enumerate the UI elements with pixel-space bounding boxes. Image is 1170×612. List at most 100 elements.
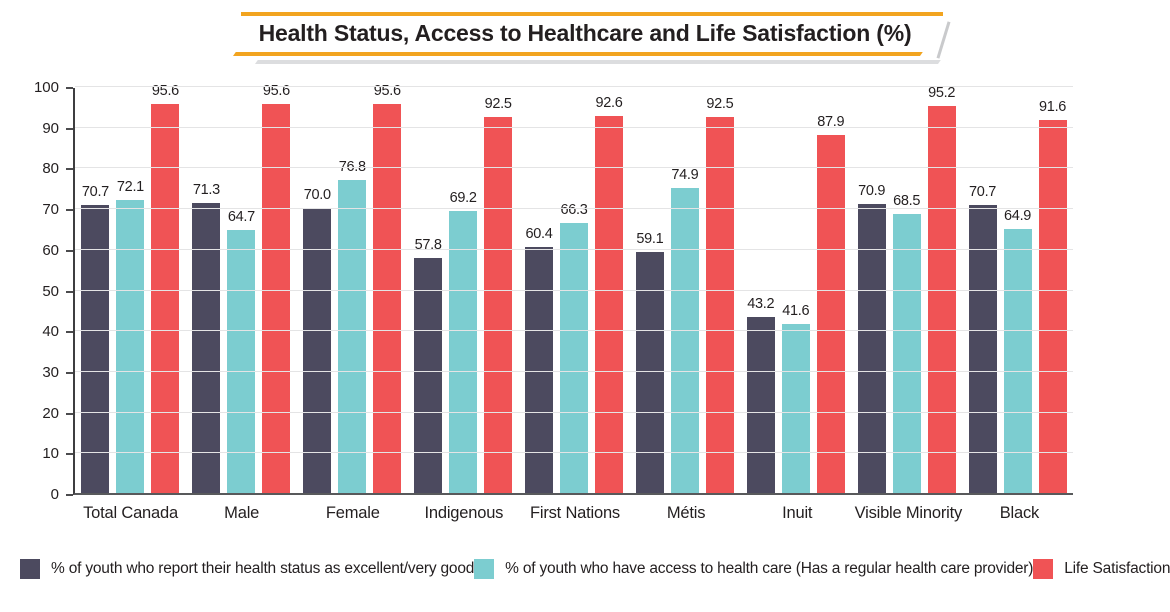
bar: 72.1 [116, 179, 145, 493]
bar-value-label: 69.2 [449, 190, 477, 207]
chart-title-banner: Health Status, Access to Healthcare and … [0, 12, 1170, 64]
bar: 95.6 [151, 83, 180, 493]
bar: 68.5 [892, 193, 921, 493]
bar-groups: 70.7 72.1 95.6 71.3 64.7 95.6 70.0 76.8 95.6 57.8… [75, 83, 1073, 493]
chart-legend: % of youth who report their health statu… [20, 559, 1170, 579]
gridline [75, 370, 1073, 372]
bar-chart: 0 10 20 30 40 50 60 70 80 90 100 70.7 72.1 95.6 71.3 6… [0, 79, 1170, 503]
y-axis-tick-label: 90 [42, 119, 59, 137]
y-axis-tick-label: 80 [42, 160, 59, 178]
bar-group-indigenous: 57.8 69.2 92.5 [408, 88, 519, 493]
bar-value-label: 74.9 [671, 167, 699, 184]
bar: 76.8 [338, 159, 367, 493]
legend-item-access-healthcare: % of youth who have access to health car… [474, 559, 1033, 579]
bar: 43.2 [746, 296, 775, 493]
bar: 71.3 [192, 182, 221, 493]
bar-value-label: 70.7 [969, 184, 997, 201]
y-axis-tick-label: 30 [42, 363, 59, 381]
y-axis-tick-mark [66, 209, 73, 212]
legend-label: % of youth who report their health statu… [51, 560, 475, 577]
bar-value-label: 64.9 [1004, 207, 1032, 224]
x-axis-label: Black [999, 504, 1040, 522]
legend-item-health-status: % of youth who report their health statu… [20, 559, 474, 579]
bar-value-label: 92.5 [484, 95, 512, 112]
bar: 92.5 [484, 96, 513, 493]
bar-group-female: 70.0 76.8 95.6 [297, 83, 408, 493]
bar: 57.8 [414, 237, 443, 493]
bar-value-label: 66.3 [560, 202, 588, 219]
chart-title: Health Status, Access to Healthcare and … [258, 20, 912, 46]
bar-value-label: 60.4 [525, 226, 553, 243]
y-axis: 0 10 20 30 40 50 60 70 80 90 100 [0, 79, 73, 503]
y-axis-tick-mark [66, 87, 73, 89]
bar: 92.5 [705, 96, 734, 493]
y-axis-tick-mark [66, 168, 73, 171]
bar: 70.0 [303, 187, 332, 493]
bar: 60.4 [525, 226, 553, 493]
gridline [75, 248, 1073, 250]
x-axis-label: Indigenous [424, 504, 504, 522]
gridline [75, 411, 1073, 413]
y-axis-tick-mark [66, 412, 73, 415]
bar-value-label: 95.2 [928, 84, 956, 101]
y-axis-tick-mark [66, 127, 73, 130]
bar-group-total-canada: 70.7 72.1 95.6 [75, 83, 186, 493]
banner-accent-bottom-rule [232, 52, 923, 56]
bar: 70.9 [857, 183, 886, 493]
x-axis-label: Inuit [782, 504, 813, 522]
banner-accent-top-rule [240, 12, 944, 16]
legend-label: Life Satisfaction [1064, 560, 1170, 577]
bar-group-black: 70.7 64.9 91.6 [962, 88, 1073, 493]
bar-value-label: 70.9 [858, 183, 886, 200]
bar: 95.2 [927, 85, 956, 493]
gridline [75, 289, 1073, 291]
bar-value-label: 59.1 [636, 231, 664, 248]
y-axis-tick-label: 60 [42, 241, 59, 259]
bar: 41.6 [781, 303, 810, 493]
gridline [75, 86, 1073, 87]
bar-value-label: 41.6 [782, 302, 810, 319]
y-axis-tick-mark [66, 453, 73, 456]
x-axis-label: Métis [666, 504, 706, 522]
bar: 64.9 [1003, 208, 1032, 493]
y-axis-tick-label: 70 [42, 201, 59, 219]
legend-label: % of youth who have access to health car… [505, 560, 1034, 577]
x-axis-label: First Nations [529, 504, 620, 522]
bar: 74.9 [670, 167, 699, 493]
bar: 69.2 [449, 190, 478, 493]
legend-swatch-life-satisfaction [1033, 559, 1054, 579]
x-axis-label: Total Canada [83, 504, 178, 522]
x-axis-label: Visible Minority [854, 504, 963, 522]
bar-value-label: 68.5 [893, 193, 921, 210]
x-axis-label: Female [325, 504, 380, 522]
bar-value-label: 92.6 [595, 95, 623, 112]
bar: 66.3 [560, 202, 588, 493]
bar-group-m-tis: 59.1 74.9 92.5 [629, 88, 740, 493]
y-axis-tick-mark [66, 290, 73, 293]
banner-slash-decoration [936, 21, 951, 59]
bar-value-label: 43.2 [747, 296, 775, 313]
y-axis-tick-label: 20 [42, 404, 59, 422]
bar: 70.7 [81, 184, 110, 493]
bar: 70.7 [968, 184, 997, 493]
bar: 95.6 [373, 83, 402, 493]
y-axis-tick-label: 100 [33, 79, 59, 96]
legend-swatch-access-healthcare [474, 559, 495, 579]
bar-group-first-nations: 60.4 66.3 92.6 [519, 88, 630, 493]
y-axis-tick-mark [66, 331, 73, 334]
bar-value-label: 71.3 [192, 181, 220, 198]
bar-value-label: 92.5 [706, 95, 734, 112]
bar: 64.7 [227, 209, 256, 493]
y-axis-tick-mark [66, 494, 73, 496]
bar-group-male: 71.3 64.7 95.6 [186, 83, 297, 493]
legend-swatch-health-status [20, 559, 40, 579]
gridline [75, 126, 1073, 128]
y-axis-tick-label: 40 [42, 323, 59, 341]
bar-value-label: 87.9 [817, 114, 845, 131]
y-axis-tick-label: 0 [50, 486, 59, 503]
bar: 92.6 [595, 95, 623, 493]
x-axis-label: Male [224, 504, 260, 522]
bar-value-label: 70.7 [81, 184, 109, 201]
gridline [75, 208, 1073, 210]
